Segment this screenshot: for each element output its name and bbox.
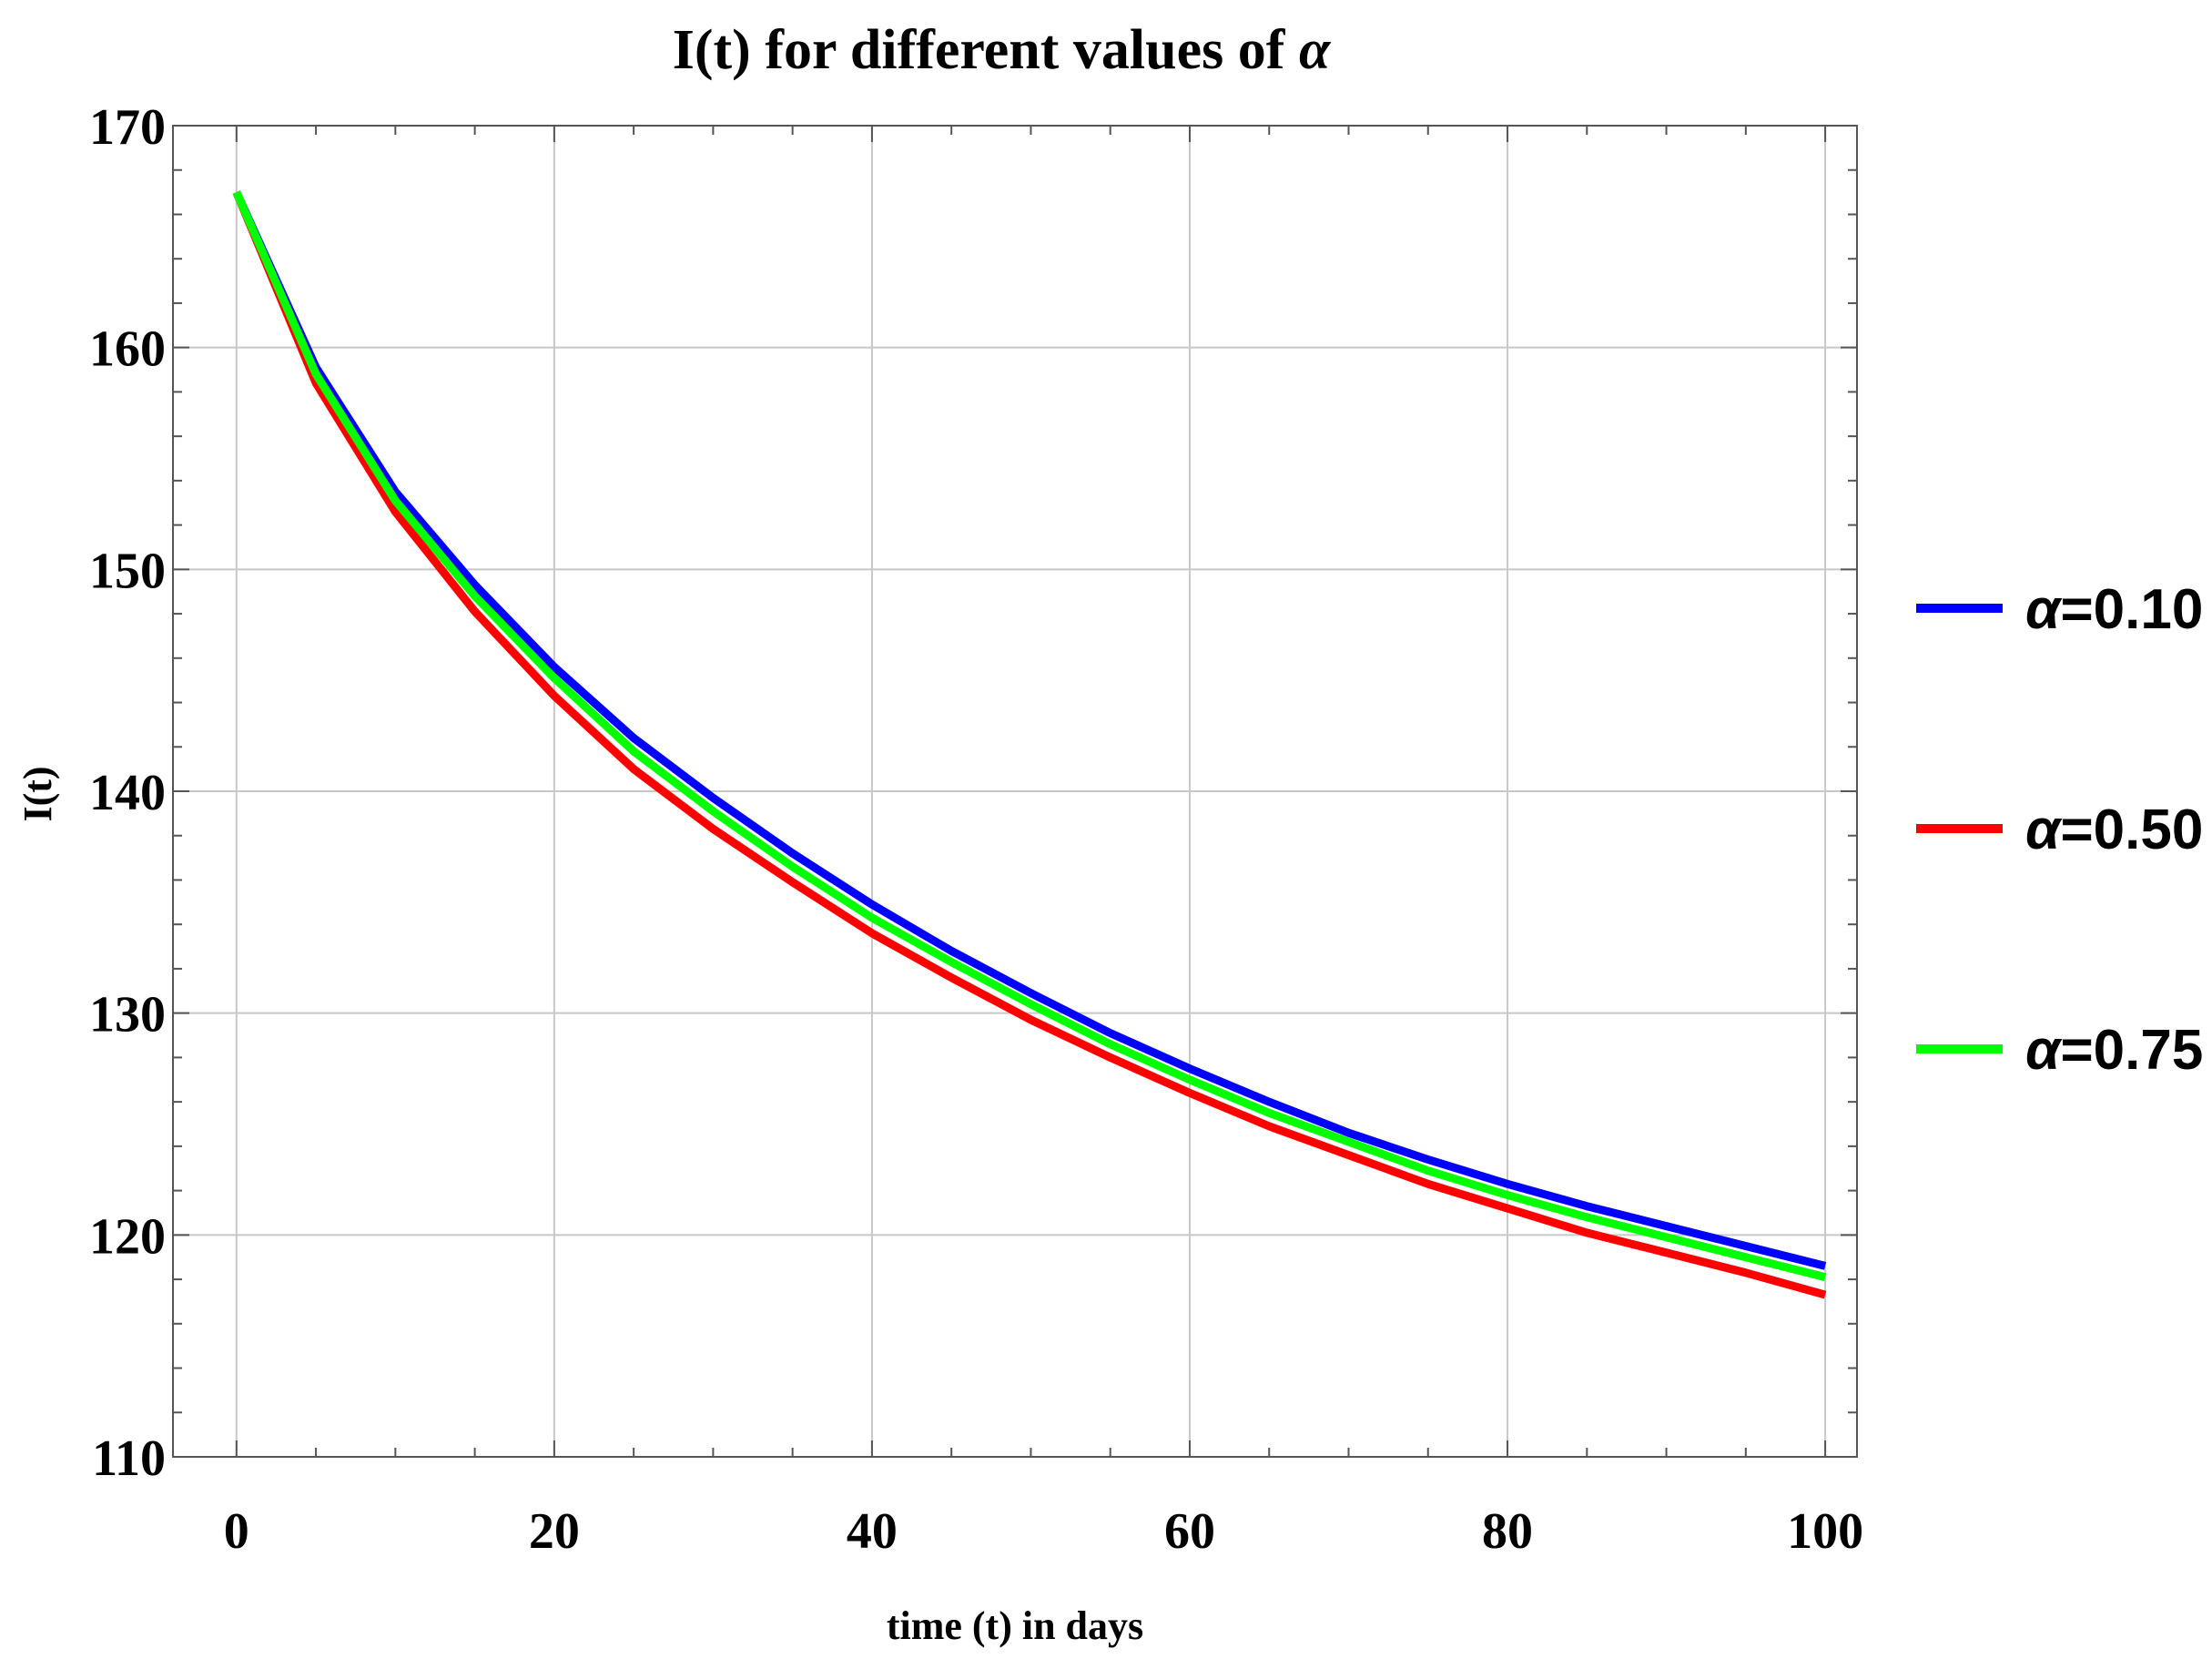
y-tick-label: 120 xyxy=(89,1208,166,1265)
y-tick-label: 160 xyxy=(89,321,166,378)
legend-item: α=0.75 xyxy=(1916,1019,2203,1082)
series-line-0-10 xyxy=(232,190,1827,1270)
y-tick-labels: 110 120 130 140 150 160 170 xyxy=(89,99,166,1487)
series-line-0-75 xyxy=(232,190,1827,1281)
chart-title: I(t) for different values of α xyxy=(673,19,1332,81)
x-tick-label: 100 xyxy=(1787,1503,1863,1560)
y-tick-label: 130 xyxy=(89,987,166,1043)
legend-symbol: α xyxy=(2025,799,2063,861)
legend-item: α=0.50 xyxy=(1916,799,2203,861)
minor-ticks xyxy=(173,125,1857,1458)
y-tick-label: 150 xyxy=(89,543,166,599)
y-tick-label: 170 xyxy=(89,99,166,156)
legend-label: α=0.50 xyxy=(2025,799,2203,861)
x-axis-label: time (t) in days xyxy=(887,1603,1143,1648)
legend: α=0.10α=0.50α=0.75 xyxy=(1916,578,2203,1082)
x-tick-label: 20 xyxy=(529,1503,580,1560)
y-tick-label: 110 xyxy=(92,1430,166,1487)
legend-value: =0.75 xyxy=(2060,1019,2203,1082)
legend-item: α=0.10 xyxy=(1916,578,2203,641)
x-tick-label: 60 xyxy=(1164,1503,1215,1560)
x-tick-label: 80 xyxy=(1482,1503,1533,1560)
legend-symbol: α xyxy=(2025,578,2063,641)
chart-title-text: I(t) for different values of xyxy=(673,19,1299,81)
legend-value: =0.50 xyxy=(2060,799,2203,861)
x-tick-label: 0 xyxy=(224,1503,249,1560)
series-layer xyxy=(232,190,1827,1299)
y-axis-label: I(t) xyxy=(15,766,60,821)
grid xyxy=(173,126,1857,1457)
x-tick-labels: 0 20 40 60 80 100 xyxy=(224,1503,1863,1560)
legend-value: =0.10 xyxy=(2060,578,2203,641)
legend-label: α=0.10 xyxy=(2025,578,2203,641)
series-line-0-50 xyxy=(232,190,1827,1299)
x-tick-label: 40 xyxy=(847,1503,898,1560)
y-tick-label: 140 xyxy=(89,765,166,821)
chart-title-symbol: α xyxy=(1299,19,1332,81)
legend-label: α=0.75 xyxy=(2025,1019,2203,1082)
legend-symbol: α xyxy=(2025,1019,2063,1082)
